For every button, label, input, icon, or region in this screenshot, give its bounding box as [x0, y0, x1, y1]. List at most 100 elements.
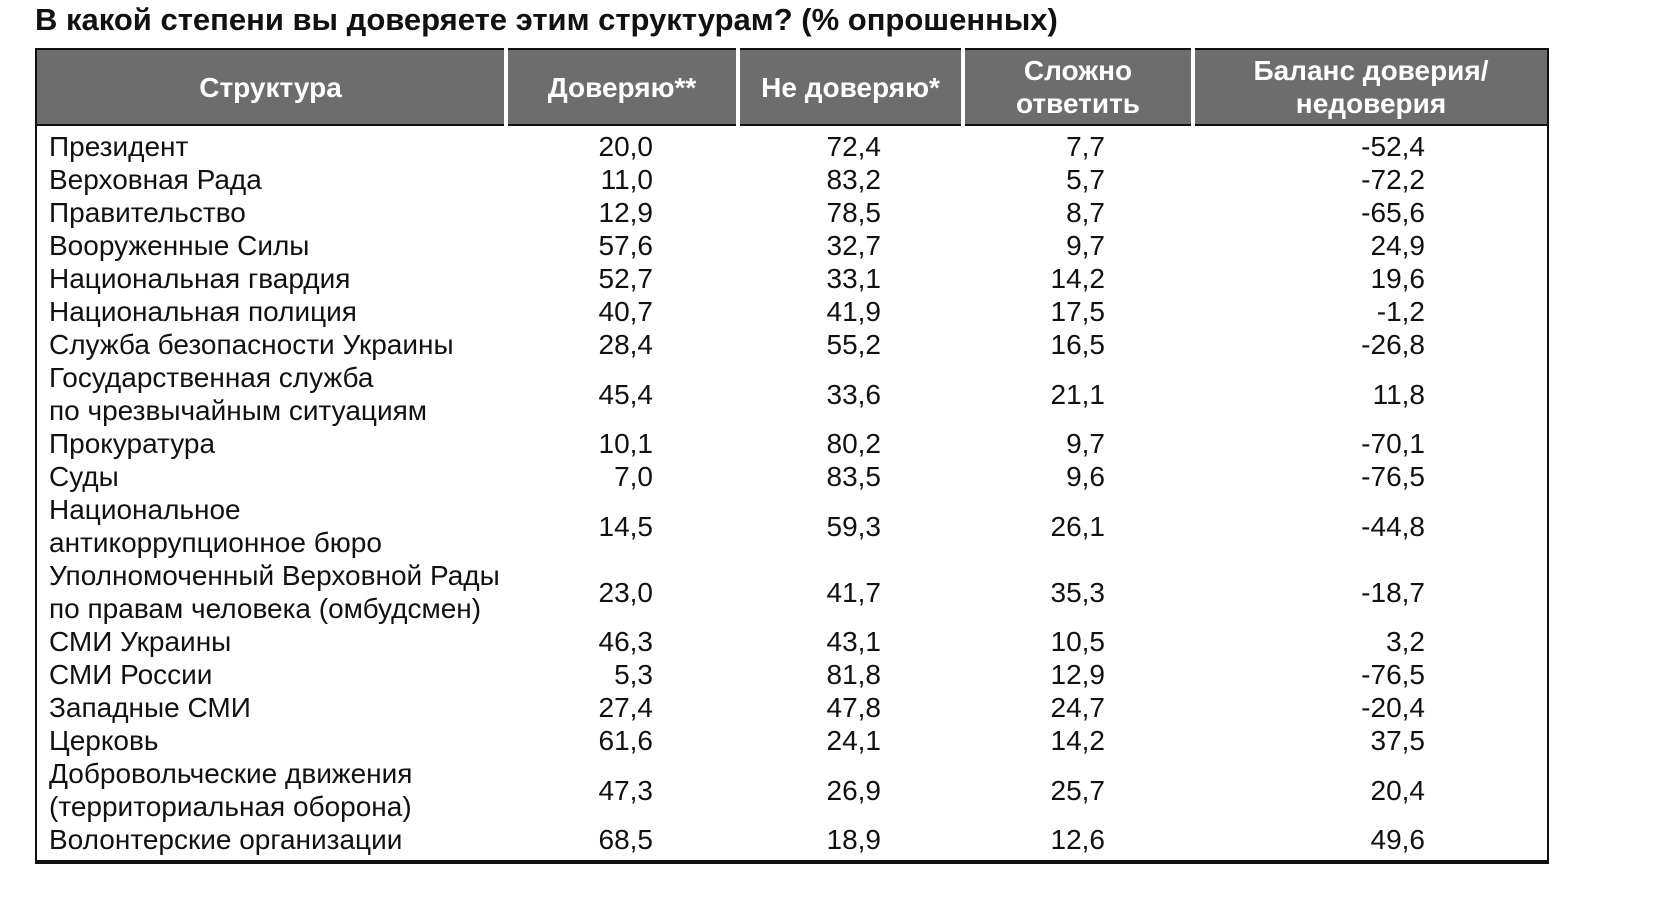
- table-row: СМИ Украины 46,3 43,1 10,5 3,2: [36, 625, 1548, 658]
- table-row: Государственная служба по чрезвычайным с…: [36, 361, 1548, 427]
- structure-name: Национальная гвардия: [49, 263, 351, 294]
- balance-value: -1,2: [1376, 296, 1425, 327]
- table-row: Национальная гвардия 52,7 33,1 14,2 19,6: [36, 262, 1548, 295]
- trust-value: 7,0: [614, 461, 653, 492]
- table-body: Президент 20,0 72,4 7,7 -52,4 Верховная …: [36, 125, 1548, 862]
- structure-name: Уполномоченный Верховной Рады по правам …: [49, 560, 500, 624]
- balance-value: 24,9: [1370, 230, 1426, 261]
- table-row: Западные СМИ 27,4 47,8 24,7 -20,4: [36, 691, 1548, 724]
- structure-name: Государственная служба по чрезвычайным с…: [49, 362, 428, 426]
- balance-value: 20,4: [1370, 774, 1426, 806]
- structure-name: Служба безопасности Украины: [49, 329, 454, 360]
- distrust-value: 32,7: [826, 230, 882, 261]
- trust-value: 14,5: [598, 510, 654, 542]
- structure-name: Суды: [49, 461, 119, 492]
- table-header: Структура Доверяю** Не доверяю* Сложно о…: [36, 49, 1548, 126]
- hard-to-answer-value: 9,7: [1066, 428, 1105, 459]
- structure-name: Национальная полиция: [49, 296, 357, 327]
- hard-to-answer-value: 5,7: [1066, 164, 1105, 195]
- balance-value: -76,5: [1361, 659, 1425, 690]
- structure-name: Добровольческие движения (территориальна…: [49, 758, 413, 822]
- balance-value: -70,1: [1361, 428, 1425, 459]
- trust-value: 28,4: [598, 329, 654, 360]
- trust-value: 57,6: [598, 230, 654, 261]
- structure-name: Верховная Рада: [49, 164, 262, 195]
- hard-to-answer-value: 8,7: [1066, 197, 1105, 228]
- trust-value: 5,3: [614, 659, 653, 690]
- trust-value: 20,0: [598, 131, 654, 162]
- balance-value: -65,6: [1361, 197, 1425, 228]
- hard-to-answer-value: 16,5: [1050, 329, 1106, 360]
- balance-value: 49,6: [1370, 824, 1426, 855]
- hard-to-answer-value: 12,6: [1050, 824, 1106, 855]
- structure-name: Президент: [49, 131, 189, 162]
- hard-to-answer-value: 10,5: [1050, 626, 1106, 657]
- page: В какой степени вы доверяете этим структ…: [35, 2, 1549, 864]
- trust-value: 68,5: [598, 824, 654, 855]
- table-row: Волонтерские организации 68,5 18,9 12,6 …: [36, 823, 1548, 862]
- structure-name: Волонтерские организации: [49, 824, 403, 855]
- distrust-value: 43,1: [826, 626, 882, 657]
- distrust-value: 24,1: [826, 725, 882, 756]
- trust-value: 47,3: [598, 774, 654, 806]
- distrust-value: 72,4: [826, 131, 882, 162]
- distrust-value: 59,3: [826, 510, 882, 542]
- balance-value: -52,4: [1361, 131, 1425, 162]
- distrust-value: 18,9: [826, 824, 882, 855]
- distrust-value: 33,6: [826, 378, 882, 410]
- hard-to-answer-value: 14,2: [1050, 725, 1106, 756]
- structure-name: Правительство: [49, 197, 246, 228]
- distrust-value: 83,5: [826, 461, 882, 492]
- header-trust: Доверяю**: [504, 49, 738, 126]
- balance-value: -26,8: [1361, 329, 1425, 360]
- structure-name: Национальное антикоррупционное бюро: [49, 494, 382, 558]
- structure-name: Прокуратура: [49, 428, 216, 459]
- structure-name: Церковь: [49, 725, 159, 756]
- hard-to-answer-value: 21,1: [1050, 378, 1106, 410]
- table-row: Национальная полиция 40,7 41,9 17,5 -1,2: [36, 295, 1548, 328]
- table-row: Уполномоченный Верховной Рады по правам …: [36, 559, 1548, 625]
- trust-survey-table: Структура Доверяю** Не доверяю* Сложно о…: [35, 48, 1549, 864]
- balance-value: -44,8: [1361, 510, 1425, 542]
- header-distrust: Не доверяю*: [736, 49, 963, 126]
- trust-value: 46,3: [598, 626, 654, 657]
- header-structure: Структура: [36, 49, 506, 126]
- trust-value: 40,7: [598, 296, 654, 327]
- header-row: Структура Доверяю** Не доверяю* Сложно о…: [36, 49, 1548, 126]
- hard-to-answer-value: 9,6: [1066, 461, 1105, 492]
- distrust-value: 83,2: [826, 164, 882, 195]
- table-row: Прокуратура 10,1 80,2 9,7 -70,1: [36, 427, 1548, 460]
- hard-to-answer-value: 14,2: [1050, 263, 1106, 294]
- distrust-value: 78,5: [826, 197, 882, 228]
- structure-name: СМИ России: [49, 659, 213, 690]
- trust-value: 11,0: [600, 164, 653, 195]
- table-row: СМИ России 5,3 81,8 12,9 -76,5: [36, 658, 1548, 691]
- distrust-value: 33,1: [826, 263, 882, 294]
- table-row: Церковь 61,6 24,1 14,2 37,5: [36, 724, 1548, 757]
- table-row: Правительство 12,9 78,5 8,7 -65,6: [36, 196, 1548, 229]
- balance-value: -20,4: [1361, 692, 1425, 723]
- trust-value: 61,6: [598, 725, 654, 756]
- hard-to-answer-value: 25,7: [1050, 774, 1106, 806]
- balance-value: -76,5: [1361, 461, 1425, 492]
- balance-value: -72,2: [1361, 164, 1425, 195]
- distrust-value: 26,9: [826, 774, 882, 806]
- hard-to-answer-value: 9,7: [1066, 230, 1105, 261]
- balance-value: -18,7: [1361, 576, 1425, 608]
- table-row: Суды 7,0 83,5 9,6 -76,5: [36, 460, 1548, 493]
- trust-value: 45,4: [598, 378, 654, 410]
- distrust-value: 81,8: [826, 659, 882, 690]
- distrust-value: 55,2: [826, 329, 882, 360]
- hard-to-answer-value: 35,3: [1050, 576, 1106, 608]
- page-title: В какой степени вы доверяете этим структ…: [35, 2, 1058, 37]
- distrust-value: 41,7: [826, 576, 882, 608]
- hard-to-answer-value: 24,7: [1050, 692, 1106, 723]
- hard-to-answer-value: 26,1: [1050, 510, 1106, 542]
- table-row: Служба безопасности Украины 28,4 55,2 16…: [36, 328, 1548, 361]
- trust-value: 27,4: [598, 692, 654, 723]
- balance-value: 37,5: [1370, 725, 1426, 756]
- header-trust-balance: Баланс доверия/ недоверия: [1191, 49, 1548, 126]
- trust-value: 52,7: [598, 263, 654, 294]
- table-row: Верховная Рада 11,0 83,2 5,7 -72,2: [36, 163, 1548, 196]
- balance-value: 19,6: [1370, 263, 1426, 294]
